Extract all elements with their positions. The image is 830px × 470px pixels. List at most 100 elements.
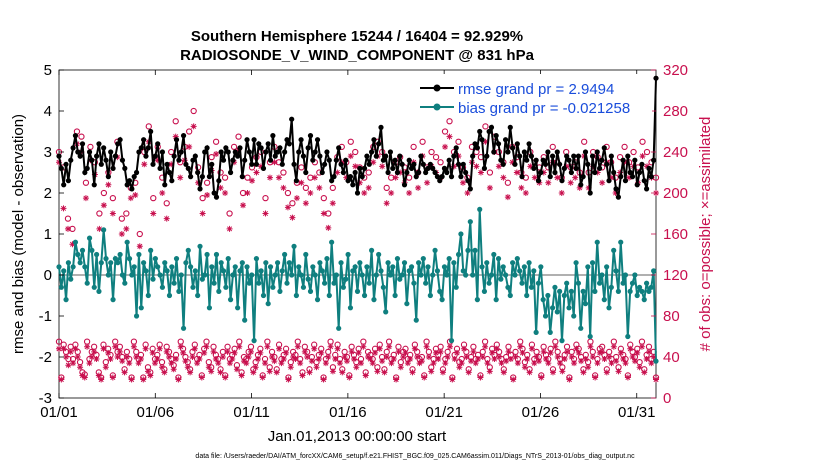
obs-assimilated-marker: [348, 348, 355, 355]
rmse-point: [270, 133, 276, 139]
obs-assimilated-marker: [458, 360, 465, 367]
rmse-point: [216, 178, 222, 184]
rmse-point: [369, 149, 375, 155]
obs-assimilated-upper-marker: [172, 133, 179, 140]
obs-assimilated-marker: [63, 354, 70, 360]
bias-point: [237, 268, 243, 274]
obs-possible-upper-marker: [329, 184, 336, 192]
rmse-point: [58, 165, 64, 171]
bias-point: [82, 264, 88, 270]
obs-possible-upper-marker: [186, 128, 193, 135]
obs-assimilated-marker: [194, 360, 201, 367]
bias-point: [542, 313, 549, 319]
bias-point: [465, 247, 471, 253]
obs-assimilated-upper-marker: [527, 163, 534, 170]
obs-assimilated-marker: [636, 364, 643, 371]
bias-point: [455, 251, 462, 258]
obs-assimilated-marker: [444, 354, 451, 360]
rmse-point: [578, 182, 584, 188]
bias-point: [58, 284, 64, 290]
obs-assimilated-marker: [98, 376, 105, 383]
obs-assimilated-marker: [299, 372, 306, 379]
obs-assimilated-marker: [475, 356, 482, 363]
obs-assimilated-marker: [432, 349, 439, 356]
obs-assimilated-upper-marker: [213, 151, 220, 158]
right-y-tick-label: 320: [663, 62, 688, 79]
rmse-point: [601, 145, 607, 151]
bias-point: [627, 288, 633, 294]
rmse-point: [310, 157, 316, 163]
bias-point: [63, 297, 69, 303]
rmse-point: [105, 174, 111, 180]
bias-point: [178, 272, 184, 278]
rmse-point: [526, 141, 532, 147]
x-tick-label: 01/31: [618, 404, 656, 421]
bias-point: [89, 247, 95, 253]
bias-point: [416, 260, 422, 266]
bias-point: [220, 268, 227, 274]
bias-point: [209, 264, 215, 270]
rmse-point: [559, 178, 565, 184]
obs-assimilated-marker: [463, 354, 470, 360]
rmse-point: [484, 153, 490, 159]
obs-assimilated-marker: [648, 360, 655, 367]
rmse-point: [554, 149, 560, 155]
obs-possible-upper-marker: [446, 118, 453, 125]
right-y-tick-label: 160: [663, 226, 688, 243]
rmse-point: [587, 190, 593, 196]
rmse-point: [354, 190, 361, 196]
bias-point: [441, 264, 448, 270]
obs-assimilated-upper-marker: [82, 195, 89, 202]
rmse-point: [204, 145, 210, 151]
obs-assimilated-marker: [369, 360, 376, 367]
obs-assimilated-marker: [393, 376, 400, 383]
bias-point: [347, 305, 354, 311]
obs-assimilated-upper-marker: [477, 169, 484, 176]
rmse-point: [162, 182, 168, 188]
rmse-point: [329, 178, 335, 184]
obs-assimilated-marker: [531, 360, 538, 367]
rmse-point: [98, 161, 104, 167]
obs-assimilated-marker: [325, 354, 332, 360]
rmse-point: [317, 153, 323, 159]
obs-possible-upper-marker: [82, 179, 90, 186]
rmse-point: [202, 149, 208, 155]
rmse-point: [599, 157, 605, 163]
obs-assimilated-marker: [571, 360, 578, 367]
bias-point: [326, 292, 332, 299]
bias-point: [587, 333, 593, 340]
obs-assimilated-marker: [313, 364, 320, 371]
obs-assimilated-marker: [585, 364, 592, 371]
rmse-point: [251, 137, 257, 143]
rmse-point: [451, 153, 457, 159]
obs-assimilated-upper-marker: [352, 163, 359, 170]
rmse-point: [94, 153, 100, 159]
bias-point: [460, 268, 466, 274]
bias-point: [263, 260, 269, 266]
obs-assimilated-upper-marker: [253, 169, 260, 176]
obs-assimilated-upper-marker: [199, 210, 206, 217]
obs-possible-upper-marker: [262, 194, 269, 202]
obs-assimilated-upper-marker: [482, 138, 489, 145]
bias-point: [159, 284, 166, 290]
obs-assimilated-upper-marker: [522, 190, 529, 196]
obs-assimilated-marker: [168, 360, 175, 367]
obs-assimilated-marker: [107, 356, 114, 363]
rmse-point: [575, 153, 582, 159]
rmse-point: [463, 169, 469, 176]
bias-point: [213, 251, 220, 258]
obs-possible-upper-marker: [581, 138, 588, 145]
bias-point: [618, 239, 624, 245]
obs-assimilated-marker: [196, 356, 203, 363]
obs-assimilated-marker: [601, 356, 608, 363]
rmse-point: [364, 153, 370, 159]
obs-possible-upper-marker: [289, 200, 296, 207]
rmse-point: [239, 174, 245, 180]
bias-point: [357, 260, 363, 266]
bias-point: [293, 292, 299, 299]
bias-point: [573, 260, 579, 266]
rmse-point: [470, 153, 476, 159]
obs-assimilated-marker: [163, 348, 170, 355]
rmse-point: [213, 194, 220, 200]
